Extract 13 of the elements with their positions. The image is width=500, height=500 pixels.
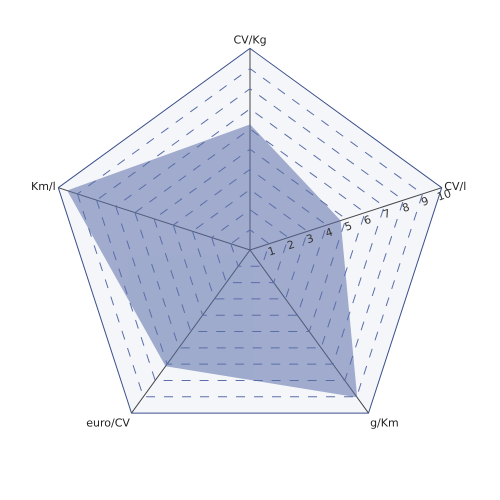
y-tick-label: 8	[400, 200, 412, 216]
y-tick-label: 9	[420, 194, 430, 209]
spoke-label: g/Km	[370, 416, 399, 430]
y-tick-label: 6	[362, 212, 373, 228]
y-tick-label: 1	[266, 244, 277, 259]
y-tick-label: 7	[381, 206, 392, 222]
y-tick-label: 5	[343, 219, 354, 234]
spoke-label: Km/l	[30, 180, 56, 193]
spoke-label: CV/Kg	[233, 34, 267, 46]
y-tick-label: 2	[285, 238, 296, 252]
spoke-label: euro/CV	[86, 416, 130, 430]
y-tick-label: 3	[304, 232, 316, 246]
y-tick-label: 4	[324, 225, 335, 240]
